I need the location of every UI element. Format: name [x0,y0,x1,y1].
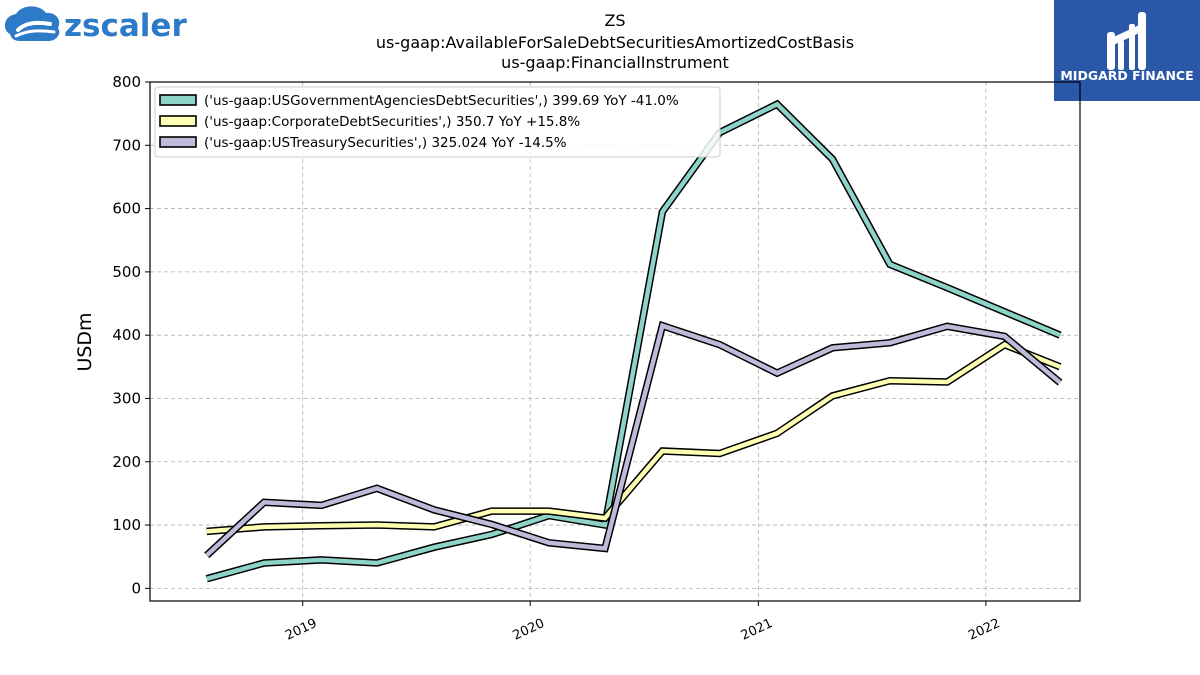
x-axis: 2019 2020 2021 2022 [283,601,1003,644]
chart-title-line-2: us-gaap:AvailableForSaleDebtSecuritiesAm… [376,33,854,52]
x-tick-label: 2020 [511,616,547,644]
zscaler-wordmark: zscaler [64,8,187,44]
x-tick-label: 2022 [966,616,1002,644]
legend-label: ('us-gaap:USTreasurySecurities',) 325.02… [204,135,567,151]
legend-label: ('us-gaap:CorporateDebtSecurities',) 350… [204,114,580,130]
y-tick-label: 300 [112,389,141,407]
x-tick-label: 2021 [739,616,775,644]
series-lines [204,99,1063,583]
series-line-3 [204,320,1063,559]
x-tick-label: 2019 [283,616,319,644]
y-axis: 0 100 200 300 400 500 600 700 800 [112,73,150,597]
midgard-finance-logo: MIDGARD FINANCE [1054,0,1200,101]
y-tick-label: 600 [112,200,141,218]
legend-swatch [159,136,197,148]
plot-frame [149,81,1081,602]
y-tick-label: 100 [112,516,141,534]
cloud-icon [4,6,60,42]
series-line-2 [206,340,1062,536]
midgard-emblem-icon [1107,12,1146,70]
zscaler-logo: zscaler [4,6,187,44]
series-line-1 [205,99,1062,583]
chart-title-line-1: ZS [604,11,625,30]
y-tick-label: 400 [112,326,141,344]
chart-title: ZS us-gaap:AvailableForSaleDebtSecuritie… [376,11,854,72]
y-tick-label: 800 [112,73,141,91]
legend-label: ('us-gaap:USGovernmentAgenciesDebtSecuri… [204,93,679,109]
y-tick-label: 700 [112,136,141,154]
y-tick-label: 0 [131,579,141,597]
midgard-wordmark: MIDGARD FINANCE [1060,68,1193,83]
legend-box [154,86,721,158]
y-tick-label: 200 [112,453,141,471]
legend: ('us-gaap:USGovernmentAgenciesDebtSecuri… [154,86,721,158]
legend-swatch [159,115,197,127]
y-axis-label: USDm [74,312,96,371]
y-tick-label: 500 [112,263,141,281]
legend-swatch [159,94,197,106]
chart-title-line-3: us-gaap:FinancialInstrument [501,53,729,72]
